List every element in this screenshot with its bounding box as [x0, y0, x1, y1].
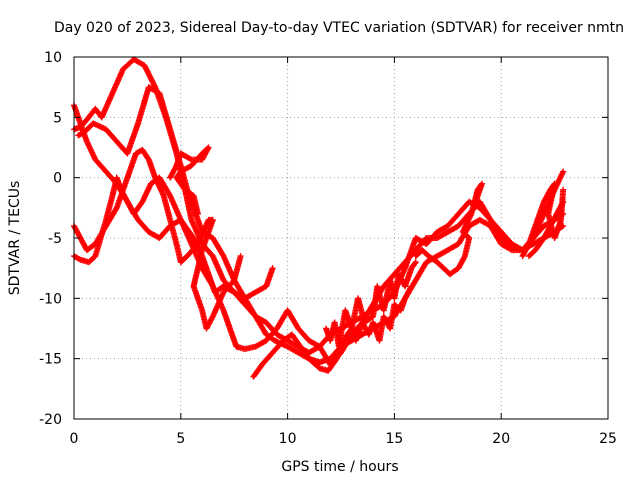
x-tick-label: 0 [70, 431, 79, 447]
x-tick-label: 20 [492, 431, 510, 447]
axis-ticks: 0 5 10 15 20 25 -20 -15 -10 -5 0 5 10 [39, 50, 617, 447]
x-tick-label: 25 [599, 431, 617, 447]
data-point-marker [76, 255, 83, 262]
data-point-marker [411, 260, 418, 267]
data-point-marker [412, 259, 419, 266]
sdtvar-series [412, 180, 485, 278]
y-axis-label: SDTVAR / TECUs [7, 181, 23, 296]
sdtvar-series [75, 84, 567, 356]
y-tick-label: -5 [48, 231, 62, 247]
x-tick-label: 15 [385, 431, 403, 447]
sdtvar-series [167, 144, 212, 217]
sdtvar-series [173, 216, 244, 332]
data-point-marker [237, 253, 244, 260]
x-tick-label: 10 [279, 431, 297, 447]
y-tick-label: -20 [39, 412, 62, 428]
data-point-marker [112, 206, 119, 213]
data-point-marker [269, 265, 276, 272]
data-point-marker [560, 198, 567, 205]
x-tick-label: 5 [176, 431, 185, 447]
sdtvar-series [323, 283, 415, 350]
sdtvar-series [71, 102, 567, 368]
y-tick-label: -10 [39, 291, 62, 307]
data-point-marker [560, 168, 567, 175]
data-point-marker [194, 210, 201, 217]
y-tick-label: 0 [53, 171, 62, 187]
y-tick-label: 10 [44, 50, 62, 66]
chart-title: Day 020 of 2023, Sidereal Day-to-day VTE… [54, 20, 624, 36]
data-point-marker [472, 198, 479, 205]
data-points [71, 56, 567, 380]
y-tick-label: -15 [39, 352, 62, 368]
grid-lines [74, 57, 608, 419]
data-point-marker [408, 283, 415, 290]
sdtvar-series [525, 198, 567, 260]
sdtvar-series [519, 180, 567, 260]
data-point-marker [560, 186, 567, 193]
x-axis-label: GPS time / hours [281, 459, 398, 475]
y-tick-label: 5 [53, 110, 62, 126]
